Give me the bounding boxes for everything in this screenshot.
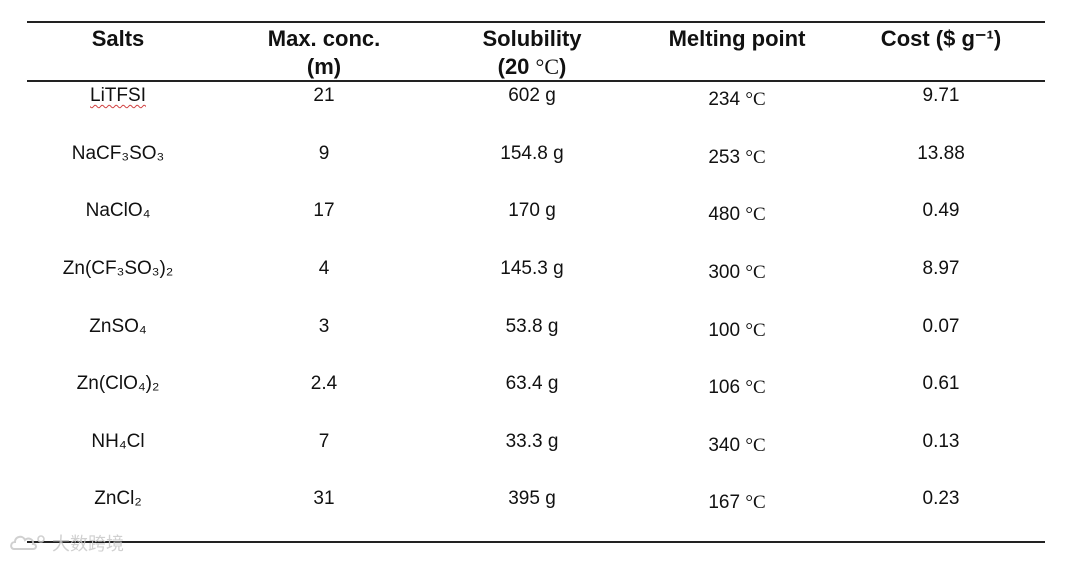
salt-cell: NaClO₄ <box>85 200 151 221</box>
solubility-cell: 145.3 g <box>500 258 564 279</box>
melting-point-cell: 106 °C <box>708 377 766 398</box>
cost-cell: 0.07 <box>922 316 960 337</box>
max-conc-cell: 31 <box>313 488 335 509</box>
cost-cell: 8.97 <box>922 258 960 279</box>
cost-cell: 9.71 <box>922 85 960 106</box>
header-solubility: Solubility (20 °C) <box>483 25 582 81</box>
max-conc-cell: 21 <box>313 85 335 106</box>
table-row: Zn(CF₃SO₃)₂ 4 145.3 g 300 °C 8.97 <box>0 258 1080 288</box>
max-conc-cell: 17 <box>313 200 335 221</box>
melting-point-cell: 100 °C <box>708 320 766 341</box>
table-row: ZnCl₂ 31 395 g 167 °C 0.23 <box>0 488 1080 518</box>
header-solubility-label: Solubility <box>482 26 582 51</box>
salt-cell: Zn(CF₃SO₃)₂ <box>62 258 174 279</box>
max-conc-cell: 4 <box>318 258 330 279</box>
table-row: NaClO₄ 17 170 g 480 °C 0.49 <box>0 200 1080 230</box>
header-salts-label: Salts <box>91 26 145 51</box>
melting-point-cell: 300 °C <box>708 262 766 283</box>
cost-cell: 0.49 <box>922 200 960 221</box>
header-cost-label: Cost ($ g⁻¹) <box>880 26 1002 51</box>
header-max-conc-unit: (m) <box>306 54 342 79</box>
cost-cell: 13.88 <box>917 143 965 164</box>
cost-cell: 0.13 <box>922 431 960 452</box>
solubility-cell: 170 g <box>508 200 556 221</box>
max-conc-cell: 2.4 <box>310 373 338 394</box>
salt-cell: ZnSO₄ <box>89 316 147 337</box>
solubility-cell: 154.8 g <box>500 143 564 164</box>
watermark: 大数跨境 <box>8 530 124 556</box>
header-salts: Salts <box>92 25 145 53</box>
solubility-cell: 602 g <box>508 85 556 106</box>
melting-point-cell: 340 °C <box>708 435 766 456</box>
salt-cell: NaCF₃SO₃ <box>71 143 165 164</box>
melting-point-cell: 234 °C <box>708 89 766 110</box>
header-cost: Cost ($ g⁻¹) <box>881 25 1001 53</box>
cloud-logo-icon <box>10 535 45 550</box>
table-row: NH₄Cl 7 33.3 g 340 °C 0.13 <box>0 431 1080 461</box>
salt-cell: ZnCl₂ <box>94 488 142 509</box>
salt-cell: Zn(ClO₄)₂ <box>76 373 160 394</box>
table-top-rule <box>27 21 1045 23</box>
solubility-cell: 53.8 g <box>505 316 559 337</box>
salt-cell: LiTFSI <box>90 85 146 106</box>
max-conc-cell: 9 <box>318 143 330 164</box>
header-solubility-unit: (20 °C) <box>497 54 567 79</box>
table-row: LiTFSI 21 602 g 234 °C 9.71 <box>0 85 1080 115</box>
table-header-rule <box>27 80 1045 82</box>
table-row: ZnSO₄ 3 53.8 g 100 °C 0.07 <box>0 316 1080 346</box>
melting-point-cell: 167 °C <box>708 492 766 513</box>
header-melting-point-label: Melting point <box>668 26 806 51</box>
salt-cell: NH₄Cl <box>91 431 145 452</box>
solubility-cell: 395 g <box>508 488 556 509</box>
melting-point-cell: 480 °C <box>708 204 766 225</box>
solubility-cell: 63.4 g <box>505 373 559 394</box>
cost-cell: 0.23 <box>922 488 960 509</box>
table-bottom-rule <box>27 541 1045 543</box>
melting-point-cell: 253 °C <box>708 147 766 168</box>
max-conc-cell: 3 <box>318 316 330 337</box>
table-row: NaCF₃SO₃ 9 154.8 g 253 °C 13.88 <box>0 143 1080 173</box>
header-max-conc: Max. conc. (m) <box>268 25 380 81</box>
table-row: Zn(ClO₄)₂ 2.4 63.4 g 106 °C 0.61 <box>0 373 1080 403</box>
header-melting-point: Melting point <box>669 25 806 53</box>
watermark-text: 大数跨境 <box>52 534 124 554</box>
max-conc-cell: 7 <box>318 431 330 452</box>
solubility-cell: 33.3 g <box>505 431 559 452</box>
header-max-conc-label: Max. conc. <box>267 26 381 51</box>
cost-cell: 0.61 <box>922 373 960 394</box>
